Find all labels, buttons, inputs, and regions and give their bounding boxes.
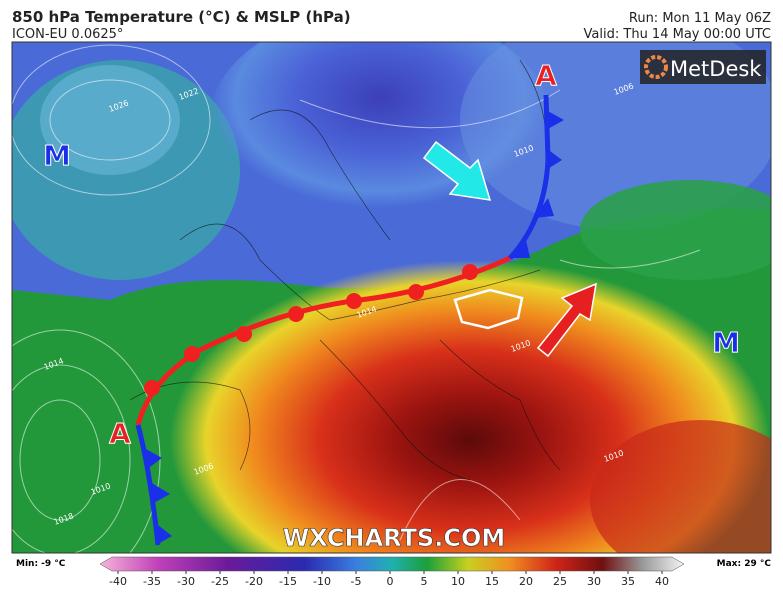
colorbar-tick-label: 25 (553, 575, 567, 588)
watermark: WXCHARTS.COM (283, 524, 505, 552)
colorbar-tick-label: 20 (519, 575, 533, 588)
pressure-center: M (712, 326, 740, 359)
colorbar (99, 556, 685, 572)
colorbar-tick-label: 15 (485, 575, 499, 588)
colorbar-tick-label: 10 (451, 575, 465, 588)
max-label: Max: 29 °C (717, 559, 772, 569)
colorbar-tick-label: 35 (621, 575, 635, 588)
run-label: Run: Mon 11 May 06Z (629, 11, 771, 26)
colorbar-tick-label: -40 (109, 575, 127, 588)
colorbar-tick-label: 5 (421, 575, 428, 588)
map-title: 850 hPa Temperature (°C) & MSLP (hPa) (12, 8, 351, 26)
colorbar-tick-label: -10 (313, 575, 331, 588)
min-label: Min: -9 °C (16, 559, 66, 569)
colorbar-tick-label: -30 (177, 575, 195, 588)
colorbar-tick-label: -35 (143, 575, 161, 588)
colorbar-tick-label: 0 (387, 575, 394, 588)
cold-front-symbols (144, 110, 564, 545)
map-frame (11, 41, 772, 554)
model-label: ICON-EU 0.0625° (12, 27, 123, 42)
valid-label: Valid: Thu 14 May 00:00 UTC (584, 27, 771, 42)
colorbar-tick-label: -20 (245, 575, 263, 588)
highlight-outline (453, 288, 524, 330)
cold-arrow (422, 140, 492, 201)
pressure-center: A (535, 59, 557, 92)
colorbar-tick-label: 30 (587, 575, 601, 588)
colorbar-tick-label: -5 (351, 575, 362, 588)
logo-text: MetDesk (670, 57, 762, 81)
warm-arrow (536, 282, 597, 358)
logo-icon (644, 55, 668, 79)
colorbar-tick-label: -25 (211, 575, 229, 588)
colorbar-tick-label: 40 (655, 575, 669, 588)
warm-front-symbols (144, 264, 478, 396)
colorbar-tick-label: -15 (279, 575, 297, 588)
pressure-center: M (43, 139, 71, 172)
pressure-center: A (109, 417, 131, 450)
logo-box (640, 50, 766, 84)
